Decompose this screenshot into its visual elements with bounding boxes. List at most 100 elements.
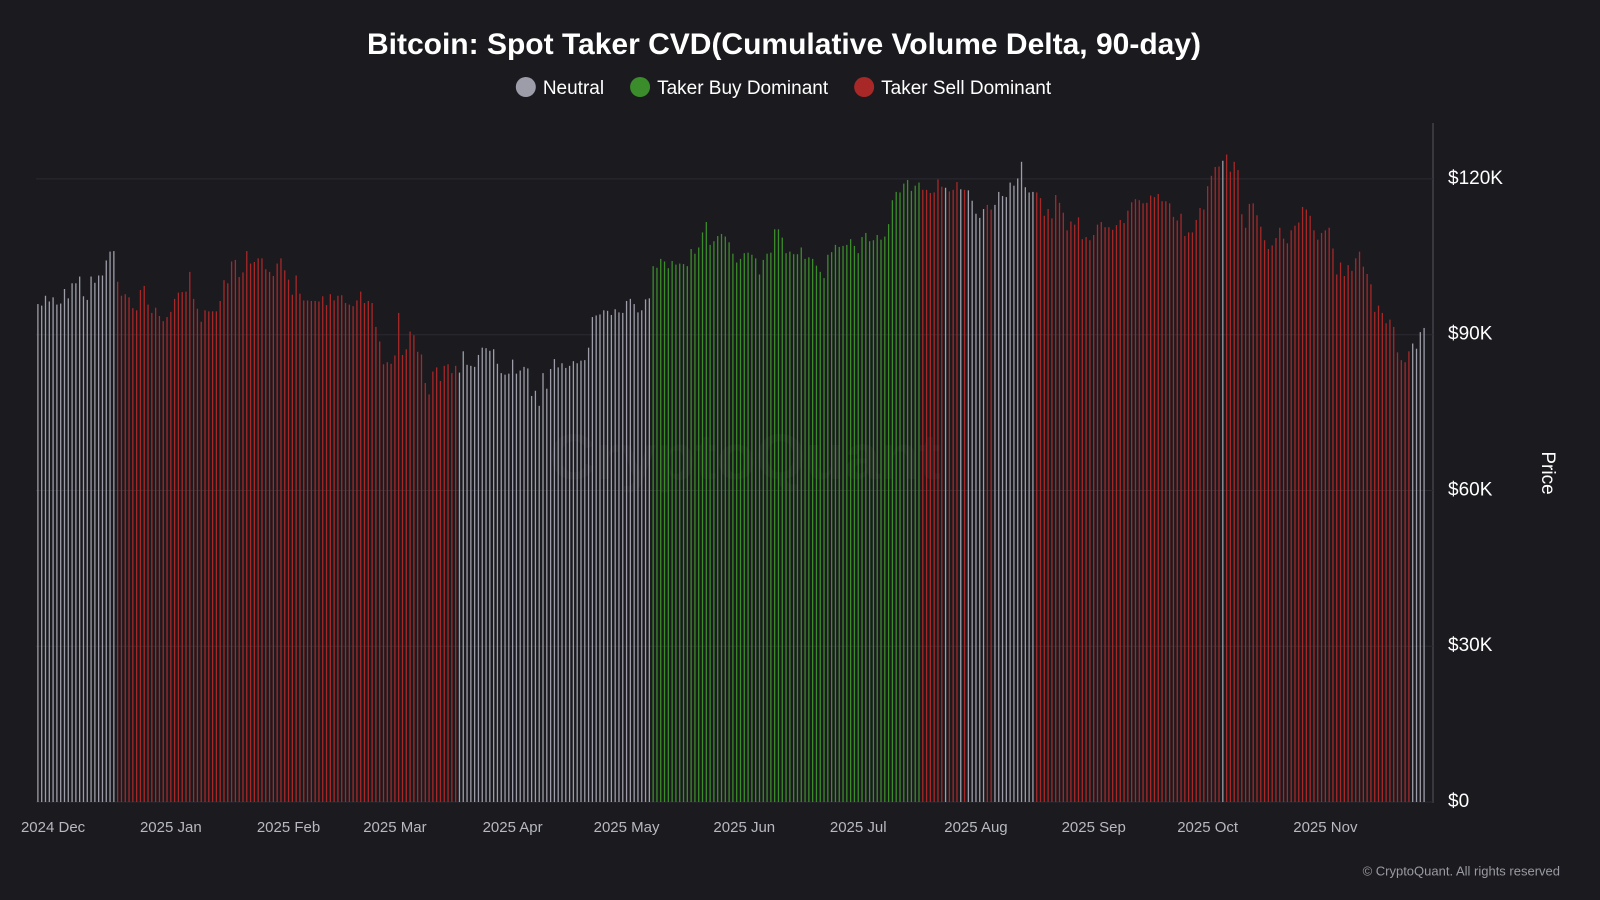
bar xyxy=(443,365,445,802)
bar xyxy=(618,312,620,802)
bar xyxy=(747,252,749,803)
bar xyxy=(1161,201,1163,802)
bar xyxy=(637,312,639,802)
bar xyxy=(641,310,643,802)
bar xyxy=(75,283,77,802)
bar xyxy=(1210,175,1213,803)
bar xyxy=(1385,323,1387,802)
bar xyxy=(82,296,85,802)
bar xyxy=(455,365,457,802)
bar xyxy=(853,245,856,803)
bar xyxy=(128,297,130,802)
bar xyxy=(572,361,575,802)
bar xyxy=(223,280,225,802)
bar xyxy=(812,258,814,802)
bar xyxy=(67,298,69,802)
bar xyxy=(656,267,658,802)
bar xyxy=(610,314,613,802)
bar xyxy=(261,258,263,803)
bar xyxy=(1393,326,1395,802)
bar xyxy=(52,297,54,802)
bar xyxy=(963,189,966,803)
bar xyxy=(170,311,172,802)
bar xyxy=(109,251,111,803)
bar xyxy=(903,183,905,802)
bar xyxy=(1104,227,1106,802)
bar xyxy=(86,299,88,802)
bar xyxy=(1412,343,1414,802)
bar xyxy=(405,349,407,802)
bar xyxy=(1108,227,1110,802)
bar xyxy=(234,259,237,802)
bar xyxy=(660,258,662,802)
bar xyxy=(827,254,829,802)
bar xyxy=(644,299,647,802)
bar xyxy=(508,373,510,802)
bar xyxy=(906,179,909,802)
bar xyxy=(614,309,616,802)
bar xyxy=(1290,230,1292,803)
y-tick-label: $90K xyxy=(1448,324,1493,345)
bar xyxy=(344,303,347,802)
bar xyxy=(861,237,863,803)
bar xyxy=(1134,199,1137,802)
bar xyxy=(1119,219,1121,802)
bar xyxy=(1263,240,1266,802)
bar xyxy=(409,331,411,802)
bar xyxy=(1150,195,1152,803)
bar xyxy=(1275,238,1277,803)
bar xyxy=(979,217,981,803)
bar xyxy=(1199,208,1201,802)
bar xyxy=(177,292,180,802)
bar xyxy=(895,191,897,803)
bar xyxy=(1256,215,1258,802)
bar xyxy=(322,296,324,802)
bar xyxy=(215,311,218,802)
bar xyxy=(98,275,100,802)
bar xyxy=(846,244,848,803)
x-tick-label: 2025 Jan xyxy=(140,819,202,836)
bar xyxy=(113,251,115,802)
bar xyxy=(937,179,939,802)
bar xyxy=(458,372,461,802)
bar xyxy=(857,253,859,802)
bar xyxy=(139,290,142,802)
bar xyxy=(291,294,294,802)
bar xyxy=(546,388,548,802)
bar xyxy=(918,182,920,803)
bar xyxy=(819,271,821,803)
bar xyxy=(527,368,529,802)
bar xyxy=(1260,226,1262,802)
bar xyxy=(758,274,761,802)
bar xyxy=(967,190,970,802)
bar xyxy=(1172,216,1175,803)
bar xyxy=(375,326,377,802)
bar xyxy=(1370,284,1372,803)
bar xyxy=(1036,192,1038,802)
bar xyxy=(675,264,677,802)
bar xyxy=(94,282,96,802)
bar xyxy=(120,295,123,802)
x-tick-label: 2025 Aug xyxy=(944,819,1007,836)
bar xyxy=(348,304,350,802)
bar xyxy=(204,310,206,802)
bar xyxy=(1225,154,1228,802)
bar xyxy=(413,335,415,802)
bar xyxy=(1301,206,1304,802)
bar xyxy=(1074,224,1076,803)
bar xyxy=(633,304,635,802)
bar xyxy=(1317,239,1319,802)
bar xyxy=(363,303,366,802)
bar xyxy=(565,367,567,802)
bar xyxy=(1168,203,1171,803)
bar xyxy=(439,380,442,802)
bar xyxy=(44,295,47,802)
bar xyxy=(542,373,544,802)
bar xyxy=(815,265,818,802)
bar xyxy=(280,258,282,803)
bar xyxy=(1020,161,1023,803)
bar xyxy=(295,275,297,802)
bar xyxy=(876,235,878,802)
bar xyxy=(603,310,605,802)
